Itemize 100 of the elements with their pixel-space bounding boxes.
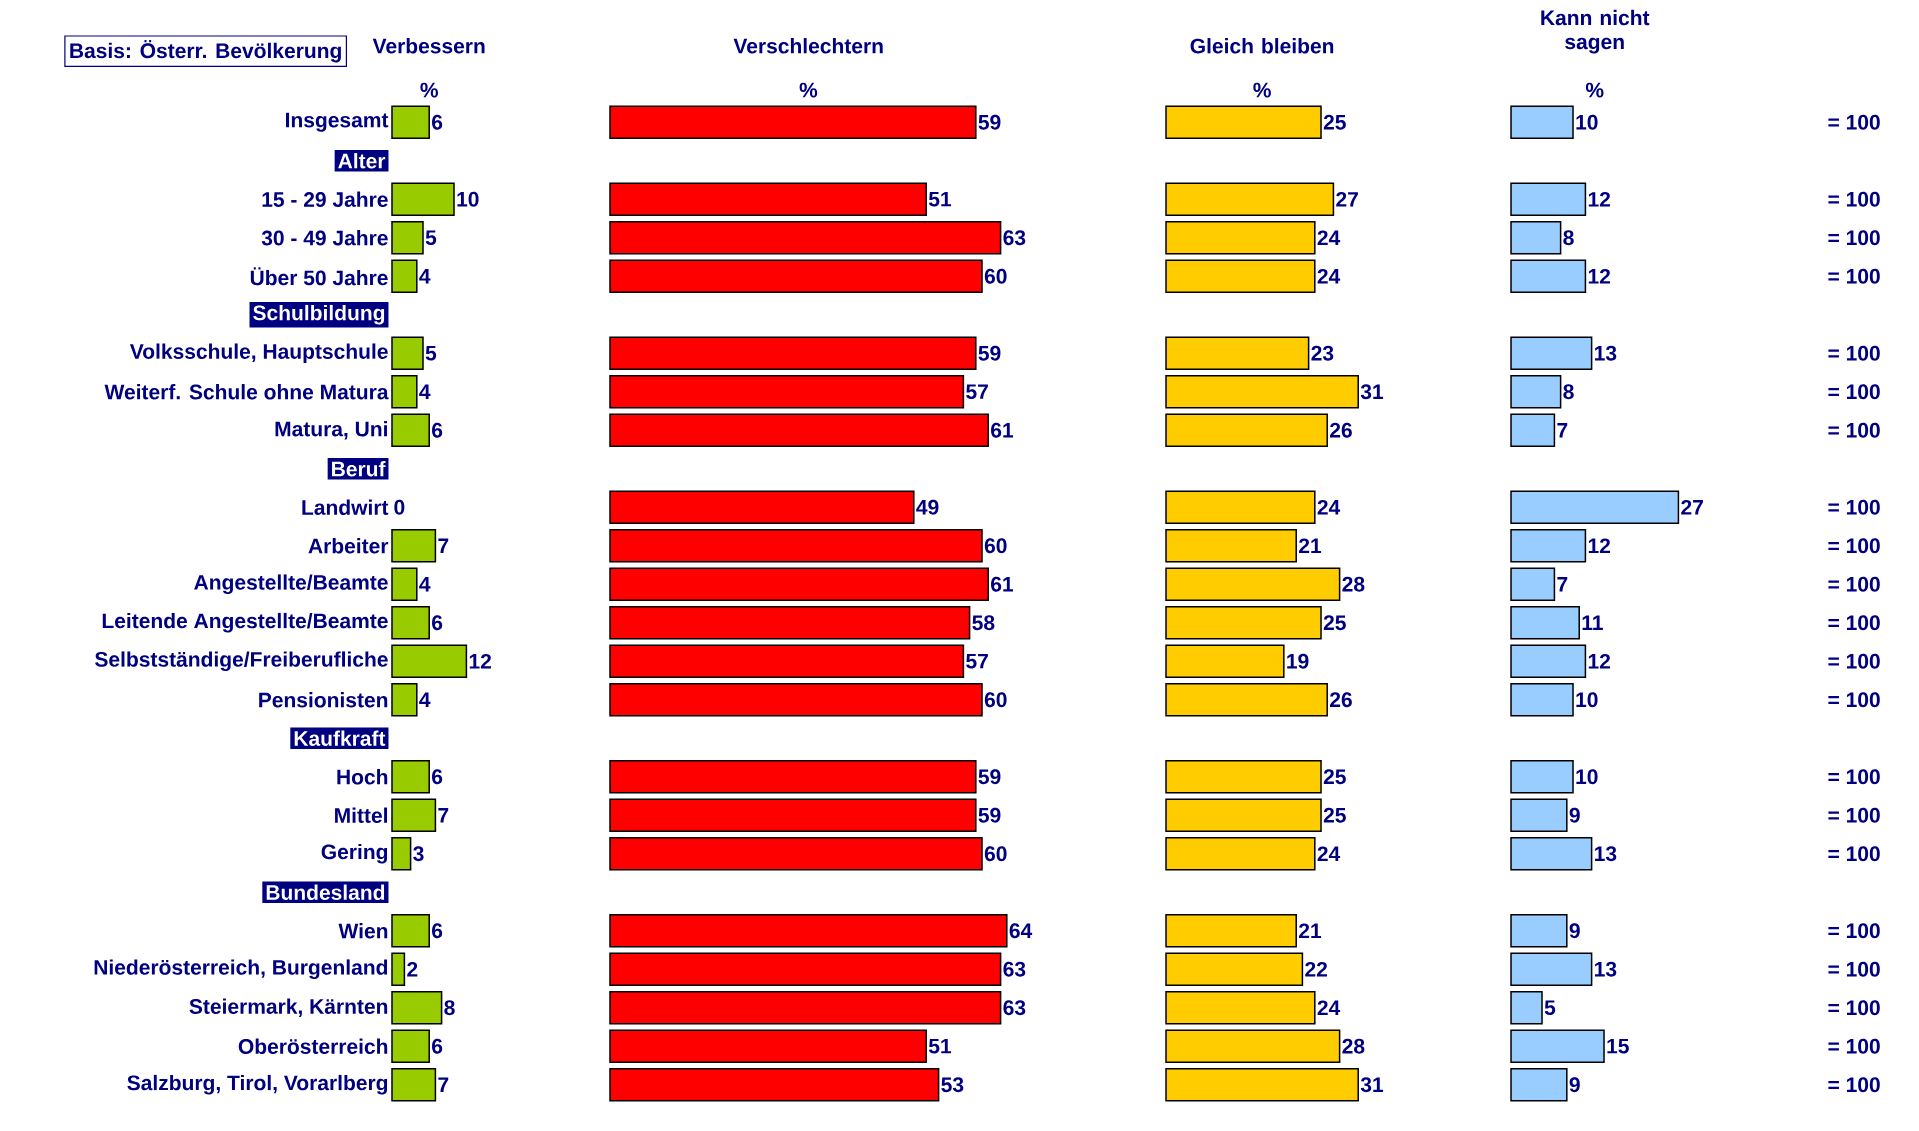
data-label: 0 [394,499,405,515]
bar [609,913,1008,948]
bar [391,413,430,447]
data-label: 26 [1330,692,1352,708]
bar [1165,990,1316,1025]
text: = 100 [1828,769,1880,785]
data-label: 7 [438,808,449,823]
text: = 100 [1828,692,1880,708]
y-tick-label: Gering [321,843,388,864]
bar [1510,605,1580,640]
y-tick-label: Bundesland [266,884,385,900]
bar [1510,836,1593,871]
y-tick-label: Leitende Angestellte/Beamte [102,612,388,633]
text: = 100 [1828,230,1880,246]
y-tick-label: Matura, Uni [275,421,387,440]
data-label: 12 [1588,268,1611,284]
text: = 100 [1828,1038,1880,1054]
bar [1510,567,1556,601]
x-axis-title: % [1253,82,1271,98]
bar [1165,798,1322,832]
y-tick-label: Mittel [335,807,387,823]
chart-title: Kann nicht sagen [1541,9,1650,54]
bar [391,759,430,794]
y-tick-label: Steiermark, Kärnten [189,998,388,1017]
data-label: 57 [966,653,988,669]
y-tick-label: Landwirt [302,499,389,515]
data-label: 5 [1544,1000,1556,1016]
y-tick-label: Schulbildung [253,304,385,325]
bar [1165,221,1316,255]
bar [391,605,430,640]
text: = 100 [1828,422,1880,438]
data-label: 4 [419,384,431,399]
bar [1510,1067,1568,1102]
data-label: 28 [1342,576,1365,592]
data-label: 64 [1009,923,1033,939]
bar [391,259,418,293]
data-label: 5 [425,345,437,361]
bar [1165,528,1297,563]
data-label: 12 [1588,538,1611,554]
text: = 100 [1828,615,1880,631]
bar [1510,644,1587,678]
bar [391,221,424,255]
bar [391,1067,437,1102]
y-tick-label: Über 50 Jahre [250,267,388,286]
bar [391,682,418,717]
bar [1165,105,1322,139]
data-label: 27 [1336,191,1358,207]
data-label: 3 [413,846,424,862]
bar [1165,952,1304,986]
data-label: 61 [991,422,1014,438]
x-axis-title: % [1585,82,1604,98]
text: = 100 [1828,961,1880,977]
data-label: 28 [1342,1038,1365,1054]
bar [391,644,468,678]
data-label: 7 [438,538,449,553]
data-label: 11 [1582,615,1603,630]
bar [1165,490,1316,524]
data-label: 9 [1569,923,1580,939]
text: = 100 [1828,499,1880,515]
bar [609,567,989,601]
chart-title: Verbessern [372,38,485,54]
bar [1510,182,1587,216]
text: = 100 [1828,538,1880,554]
bar [1165,1029,1341,1063]
y-tick-label: 30 - 49 Jahre [261,230,388,246]
bar [609,336,977,370]
data-label: 6 [432,422,443,438]
data-label: 9 [1569,807,1580,823]
bar [609,490,915,524]
data-label: 31 [1360,384,1384,400]
bar [1165,182,1335,216]
y-tick-label: Beruf [332,461,386,477]
data-label: 59 [978,769,1001,785]
bar [609,605,971,640]
bar [391,836,412,871]
bar [1165,682,1328,717]
y-tick-label: Hoch [337,769,388,785]
data-label: 59 [978,114,1001,130]
bar [609,182,927,216]
y-tick-label: Arbeiter [308,538,389,554]
text: = 100 [1828,1000,1880,1016]
bar [1510,759,1574,794]
bar [609,374,965,409]
bar [609,952,1002,986]
bar [391,990,443,1025]
data-label: 7 [1557,423,1568,438]
data-label: 8 [1563,230,1574,246]
bar [1510,374,1562,409]
bar [391,182,455,216]
y-tick-label: Niederösterreich, Burgenland [94,959,388,980]
data-label: 25 [1323,114,1346,130]
bar [391,336,424,370]
data-label: 63 [1003,961,1026,977]
data-label: 58 [972,615,995,631]
data-label: 21 [1299,923,1322,939]
bar [609,836,983,871]
bar [1510,990,1543,1025]
data-label: 61 [991,576,1014,592]
bar [609,105,977,139]
text: = 100 [1828,923,1880,939]
